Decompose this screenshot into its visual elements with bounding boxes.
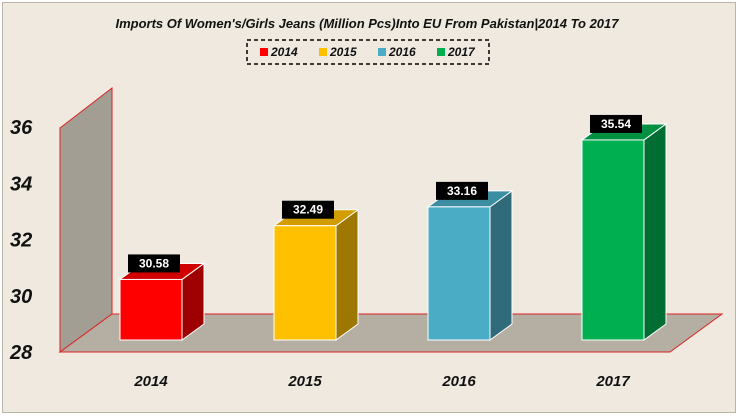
legend-label: 2015 (329, 45, 357, 59)
data-label-box (128, 254, 180, 273)
bar-2015: 32.49 (272, 200, 360, 341)
x-tick-label: 2016 (441, 373, 476, 390)
data-label-box (590, 114, 642, 133)
chart-title: Imports Of Women's/Girls Jeans (Million … (115, 16, 619, 31)
bar-side (643, 122, 667, 341)
bar-2017: 35.54 (580, 114, 668, 341)
bar-2016: 33.16 (426, 181, 514, 341)
floor (58, 313, 724, 353)
data-label: 30.58 (139, 256, 169, 270)
data-label: 35.54 (601, 117, 631, 131)
side-wall (59, 86, 113, 353)
legend-label: 2016 (388, 45, 416, 59)
bar-2014: 30.58 (118, 254, 206, 341)
bar-side (335, 208, 359, 341)
legend-swatch (437, 48, 445, 56)
y-tick-label: 34 (10, 173, 32, 195)
x-axis: 2014 2015 2016 2017 (133, 373, 630, 390)
y-tick-label: 30 (10, 286, 32, 308)
legend: 2014 2015 2016 2017 (246, 39, 490, 65)
y-tick-label: 36 (10, 117, 33, 139)
bar-front (427, 206, 491, 341)
x-tick-label: 2017 (595, 373, 630, 390)
legend-swatch (378, 48, 386, 56)
legend-swatch (319, 48, 327, 56)
data-label-box (282, 200, 334, 219)
x-tick-label: 2014 (133, 373, 168, 390)
legend-box (246, 39, 490, 65)
legend-label: 2014 (270, 45, 298, 59)
data-label-box (436, 181, 488, 200)
data-label: 32.49 (293, 203, 323, 217)
y-tick-label: 32 (10, 230, 32, 252)
bar-side (489, 189, 513, 341)
x-tick-label: 2015 (287, 373, 322, 390)
y-axis: 28 30 32 34 36 (9, 117, 33, 364)
y-tick-label: 28 (9, 342, 33, 364)
bar-front (581, 139, 645, 341)
legend-swatch (260, 48, 268, 56)
legend-label: 2017 (447, 45, 476, 59)
chart-walls (58, 86, 724, 353)
bar-front (119, 278, 183, 341)
bar-front (273, 225, 337, 341)
bars: 30.58 32.49 33.16 35.54 (118, 114, 668, 341)
data-label: 33.16 (447, 184, 477, 198)
